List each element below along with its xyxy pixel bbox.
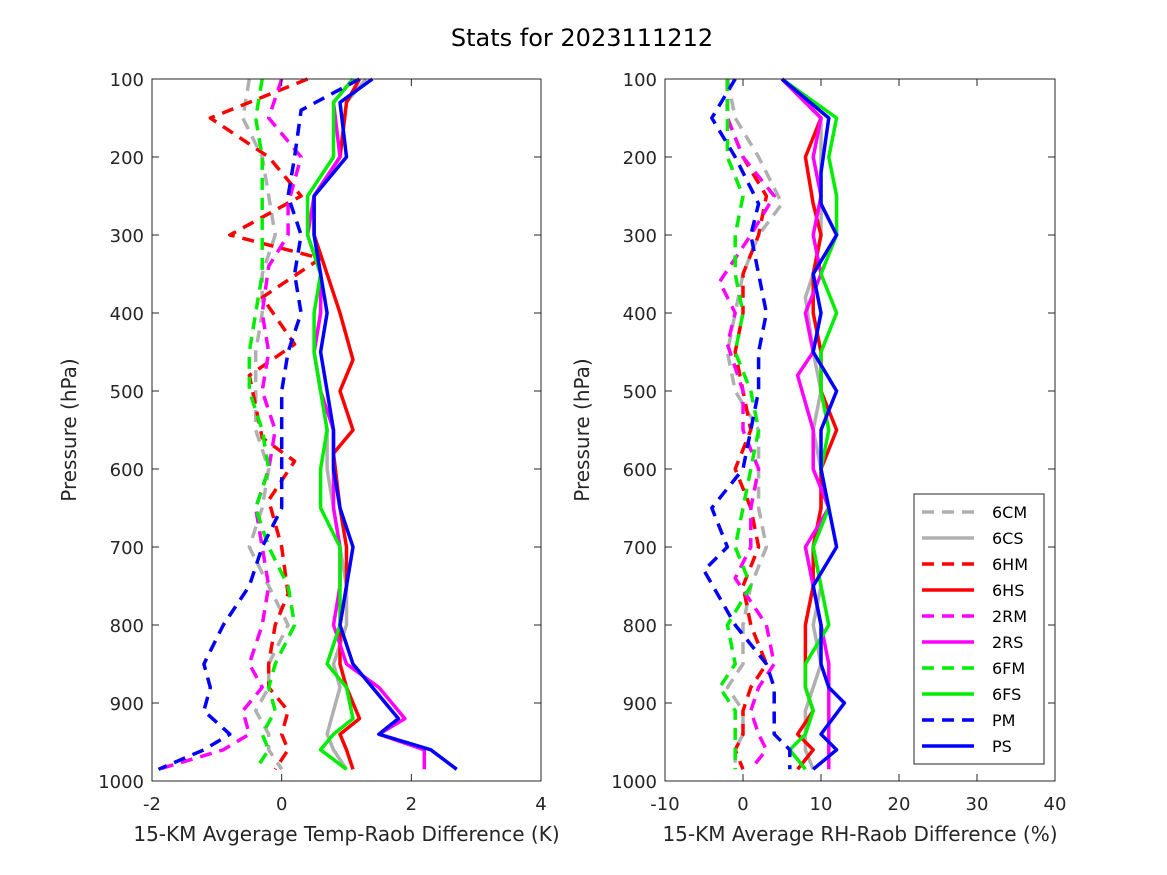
y-tick-label: 800 bbox=[623, 616, 657, 637]
y-tick-label: 600 bbox=[623, 460, 657, 481]
series-line-6hm bbox=[725, 79, 769, 770]
legend-label-6cm: 6CM bbox=[992, 503, 1027, 522]
y-tick-label: 700 bbox=[110, 538, 144, 559]
y-axis-label: Pressure (hPa) bbox=[570, 358, 594, 501]
legend-label-6hm: 6HM bbox=[992, 555, 1028, 574]
x-tick-label: 20 bbox=[888, 794, 911, 815]
plot-frame bbox=[151, 78, 542, 782]
legend-label-ps: PS bbox=[992, 737, 1012, 756]
y-tick-label: 200 bbox=[110, 148, 144, 169]
y-tick-label: 600 bbox=[110, 460, 144, 481]
legend-label-6fm: 6FM bbox=[992, 659, 1025, 678]
series-line-2rm bbox=[157, 78, 303, 771]
series-line-ps bbox=[780, 77, 847, 771]
y-axis-label: Pressure (hPa) bbox=[57, 358, 81, 501]
x-tick-label: 10 bbox=[810, 794, 833, 815]
y-tick-label: 100 bbox=[623, 70, 657, 91]
x-axis-label: 15-KM Average RH-Raob Difference (%) bbox=[662, 822, 1057, 846]
y-tick-label: 900 bbox=[623, 694, 657, 715]
series-line-6hm bbox=[208, 77, 323, 771]
x-axis-label: 15-KM Avgerage Temp-Raob Difference (K) bbox=[133, 822, 559, 846]
y-tick-label: 1000 bbox=[611, 772, 657, 793]
legend-label-2rm: 2RM bbox=[992, 607, 1027, 626]
x-tick-label: -2 bbox=[143, 794, 161, 815]
temp-panel: -2 0 2 4 100 200 300 400 500 600 700 800 900 1000 15-K… bbox=[57, 70, 560, 846]
y-tick-label: 300 bbox=[623, 226, 657, 247]
series-line-6cm bbox=[241, 78, 290, 771]
y-tick-label: 700 bbox=[623, 538, 657, 559]
series-line-2rs bbox=[780, 77, 831, 770]
x-tick-label: 40 bbox=[1044, 794, 1067, 815]
legend: 6CM 6CS 6HM 6HS 2RM 2RS 6FM 6FS PM PS bbox=[913, 493, 1045, 765]
chart-title: Stats for 2023111212 bbox=[451, 24, 713, 52]
y-tick-label: 400 bbox=[623, 304, 657, 325]
x-tick-label: 2 bbox=[406, 794, 417, 815]
y-tick-label: 800 bbox=[110, 616, 144, 637]
legend-label-6hs: 6HS bbox=[992, 581, 1024, 600]
y-tick-label: 200 bbox=[623, 148, 657, 169]
legend-label-pm: PM bbox=[992, 711, 1015, 730]
rh-panel: -10 0 10 20 30 40 100 200 300 400 500 600 700 800 900 1… bbox=[570, 70, 1066, 846]
x-tick-label: 30 bbox=[966, 794, 989, 815]
legend-label-2rs: 2RS bbox=[992, 633, 1023, 652]
y-tick-label: 500 bbox=[110, 382, 144, 403]
legend-label-6cs: 6CS bbox=[992, 529, 1024, 548]
y-tick-label: 300 bbox=[110, 226, 144, 247]
y-tick-label: 500 bbox=[623, 382, 657, 403]
series-line-6fs bbox=[305, 77, 355, 771]
x-tick-label: 4 bbox=[535, 794, 546, 815]
series-line-pm bbox=[157, 77, 361, 771]
x-tick-label: 0 bbox=[737, 794, 748, 815]
series-line-pm bbox=[702, 78, 792, 770]
y-tick-label: 900 bbox=[110, 694, 144, 715]
legend-label-6fs: 6FS bbox=[992, 685, 1021, 704]
plot-frame bbox=[664, 78, 1056, 782]
y-tick-label: 400 bbox=[110, 304, 144, 325]
y-tick-label: 1000 bbox=[98, 772, 144, 793]
y-tick-label: 100 bbox=[110, 70, 144, 91]
series-line-ps bbox=[312, 77, 458, 771]
x-tick-label: -10 bbox=[650, 794, 679, 815]
series-line-6fm bbox=[247, 78, 297, 771]
x-tick-label: 0 bbox=[276, 794, 287, 815]
legend-box bbox=[913, 493, 1045, 765]
series-line-2rm bbox=[717, 79, 776, 771]
